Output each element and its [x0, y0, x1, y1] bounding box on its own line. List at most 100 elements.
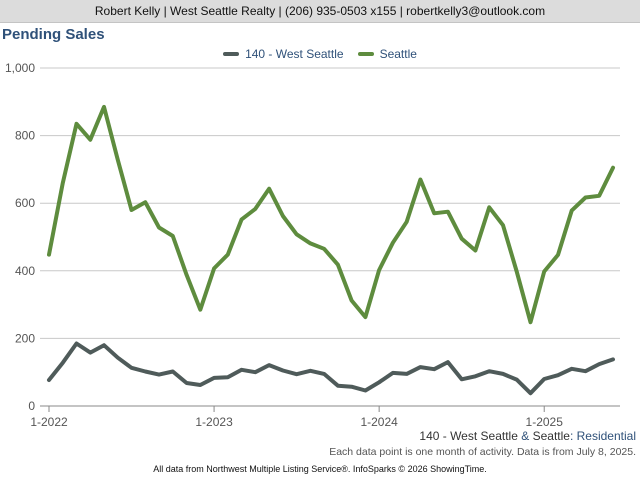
- series-line-0: [47, 341, 615, 396]
- data-point: [76, 342, 78, 344]
- data-point: [571, 210, 573, 212]
- data-point: [433, 212, 435, 214]
- data-point: [543, 378, 545, 380]
- y-tick-label: 1,000: [5, 61, 35, 75]
- data-point: [474, 375, 476, 377]
- data-point: [488, 370, 490, 372]
- data-point: [571, 368, 573, 370]
- data-point: [199, 309, 201, 311]
- data-point: [89, 139, 91, 141]
- data-point: [419, 366, 421, 368]
- x-tick-label: 1-2023: [195, 415, 233, 429]
- data-point: [474, 250, 476, 252]
- caption-type: : Residential: [569, 429, 636, 443]
- data-point: [502, 224, 504, 226]
- legend-item-seattle[interactable]: Seattle: [357, 47, 417, 61]
- data-point: [76, 123, 78, 125]
- data-point: [612, 358, 614, 360]
- y-tick-label: 0: [28, 399, 35, 413]
- caption-amp: &: [521, 429, 530, 443]
- data-point: [268, 364, 270, 366]
- y-tick-label: 600: [15, 196, 35, 210]
- data-point: [213, 267, 215, 269]
- data-point: [227, 254, 229, 256]
- data-point: [282, 215, 284, 217]
- legend-swatch-seattle: [357, 52, 374, 56]
- caption-market: Seattle: [532, 429, 570, 443]
- data-point: [296, 233, 298, 235]
- data-point: [254, 371, 256, 373]
- data-point: [213, 377, 215, 379]
- data-point: [131, 367, 133, 369]
- data-point: [543, 270, 545, 272]
- y-tick-label: 800: [15, 129, 35, 143]
- chart-legend: 140 - West Seattle Seattle: [0, 46, 640, 62]
- data-point: [103, 344, 105, 346]
- chart-caption: 140 - West Seattle & Seattle: Residentia…: [419, 429, 636, 443]
- data-point: [392, 242, 394, 244]
- data-point: [254, 208, 256, 210]
- data-point: [529, 321, 531, 323]
- legend-label-west-seattle: 140 - West Seattle: [245, 47, 344, 61]
- footer-credit: All data from Northwest Multiple Listing…: [153, 464, 487, 474]
- data-point: [337, 264, 339, 266]
- legend-label-seattle: Seattle: [379, 47, 417, 61]
- data-point: [48, 379, 50, 381]
- data-point: [612, 167, 614, 169]
- series-line-1: [47, 104, 615, 325]
- contact-header: Robert Kelly | West Seattle Realty | (20…: [0, 0, 640, 23]
- data-point: [337, 385, 339, 387]
- data-point: [598, 363, 600, 365]
- data-point: [461, 378, 463, 380]
- data-point: [282, 370, 284, 372]
- data-point: [529, 392, 531, 394]
- data-point: [62, 182, 64, 184]
- x-tick-label: 1-2022: [30, 415, 68, 429]
- data-point: [502, 373, 504, 375]
- data-point: [144, 201, 146, 203]
- data-point: [584, 370, 586, 372]
- data-point: [406, 221, 408, 223]
- data-point: [309, 370, 311, 372]
- data-point: [103, 106, 105, 108]
- data-point: [351, 386, 353, 388]
- x-tick-label: 1-2024: [360, 415, 398, 429]
- data-point: [186, 274, 188, 276]
- data-point: [131, 209, 133, 211]
- data-point: [378, 381, 380, 383]
- data-point: [392, 372, 394, 374]
- legend-item-west-seattle[interactable]: 140 - West Seattle: [223, 47, 344, 61]
- data-point: [323, 373, 325, 375]
- data-point: [62, 362, 64, 364]
- data-point: [447, 361, 449, 363]
- data-point: [516, 270, 518, 272]
- data-point: [557, 374, 559, 376]
- data-point: [406, 373, 408, 375]
- data-point: [516, 379, 518, 381]
- data-point: [117, 357, 119, 359]
- x-tick-label: 1-2025: [526, 415, 564, 429]
- data-point: [186, 382, 188, 384]
- data-point: [488, 206, 490, 208]
- data-point: [48, 254, 50, 256]
- data-point: [268, 188, 270, 190]
- data-point: [158, 374, 160, 376]
- data-point: [241, 218, 243, 220]
- data-point: [433, 368, 435, 370]
- data-point: [598, 195, 600, 197]
- data-point: [557, 254, 559, 256]
- data-point: [89, 352, 91, 354]
- caption-series: 140 - West Seattle: [419, 429, 518, 443]
- data-point: [172, 235, 174, 237]
- y-tick-label: 400: [15, 264, 35, 278]
- data-point: [117, 159, 119, 161]
- data-point: [227, 376, 229, 378]
- data-point: [158, 227, 160, 229]
- data-point: [378, 269, 380, 271]
- data-point: [241, 369, 243, 371]
- data-point: [364, 389, 366, 391]
- data-point: [296, 373, 298, 375]
- data-point: [309, 242, 311, 244]
- data-point: [419, 179, 421, 181]
